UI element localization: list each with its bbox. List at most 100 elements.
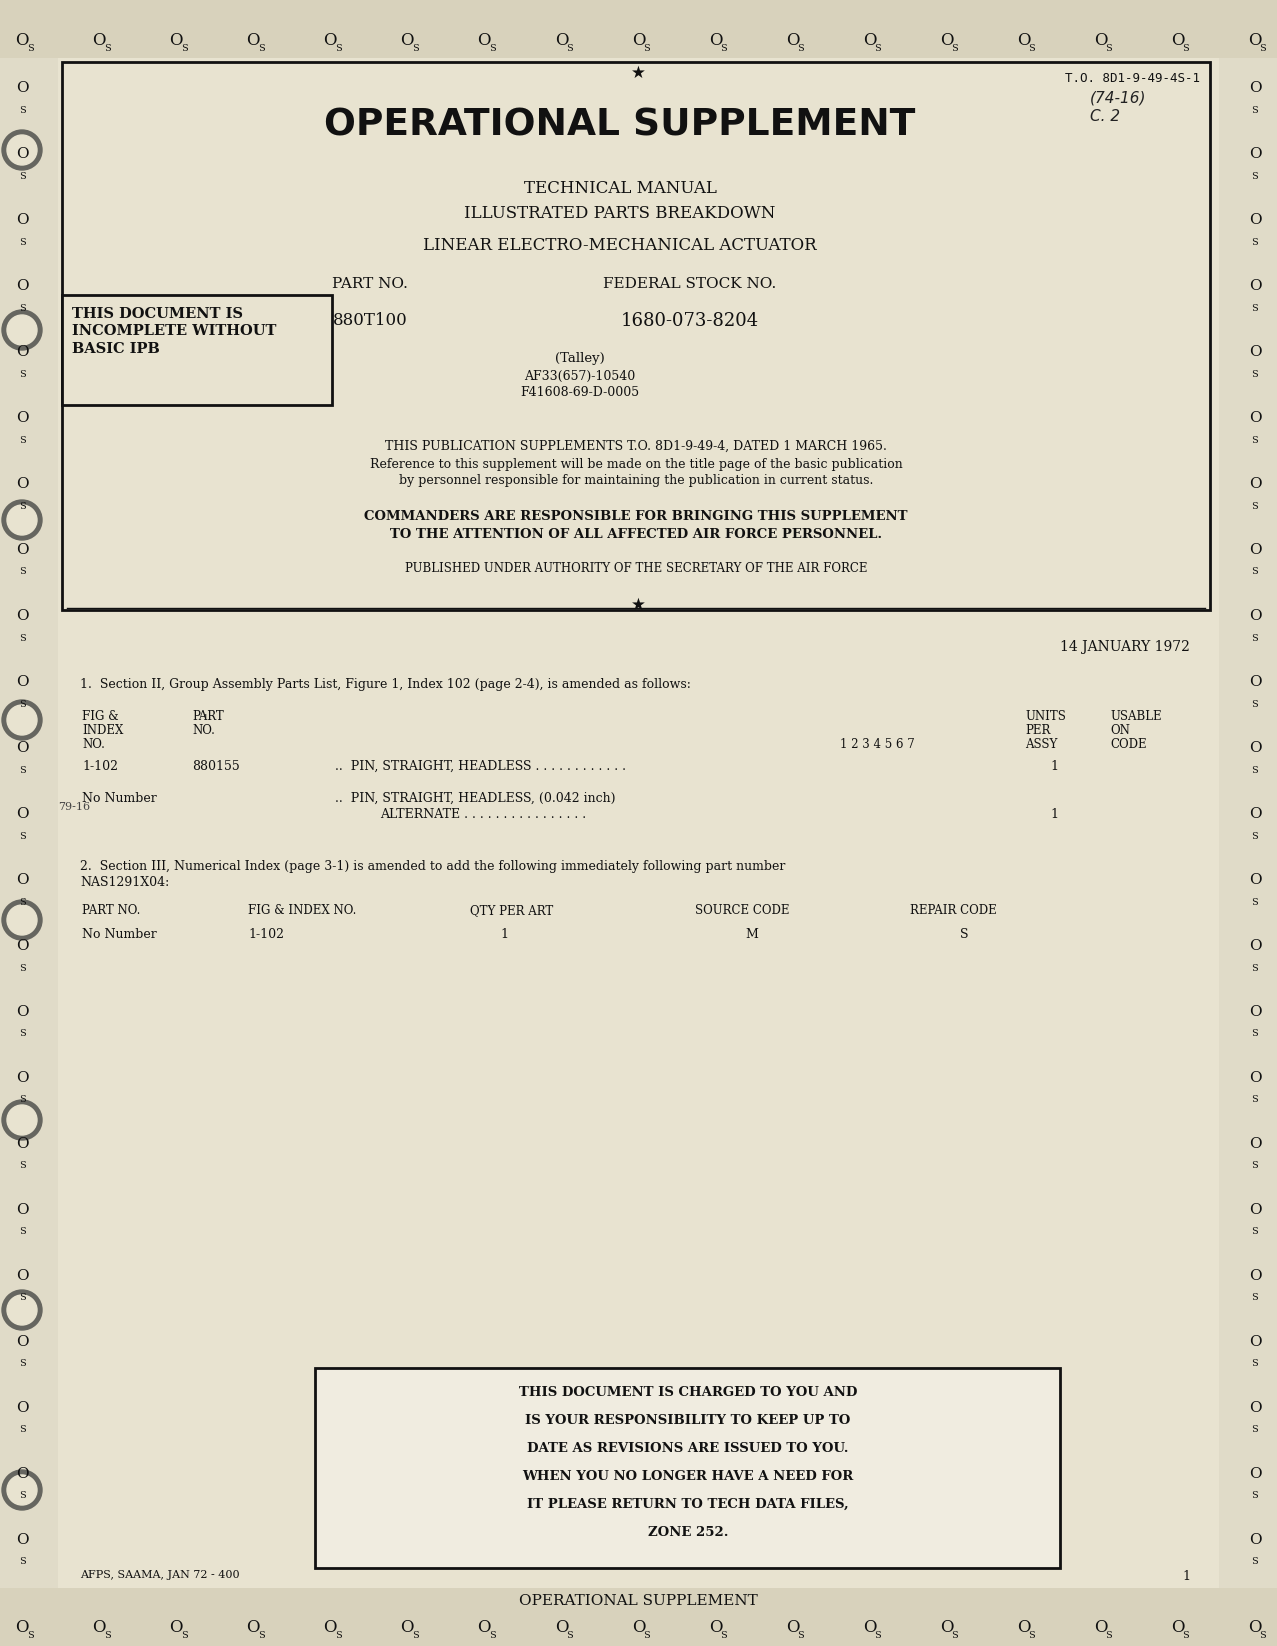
Text: S: S [19, 1491, 26, 1501]
Text: S: S [1251, 237, 1258, 247]
Text: S: S [1183, 43, 1189, 53]
Text: S: S [258, 43, 264, 53]
Text: O: O [15, 1467, 28, 1481]
Text: 880T100: 880T100 [332, 313, 407, 329]
Text: O: O [15, 1072, 28, 1085]
Text: S: S [1251, 1491, 1258, 1501]
Text: F41608-69-D-0005: F41608-69-D-0005 [521, 387, 640, 398]
Text: Reference to this supplement will be made on the title page of the basic publica: Reference to this supplement will be mad… [369, 458, 903, 471]
Text: TO THE ATTENTION OF ALL AFFECTED AIR FORCE PERSONNEL.: TO THE ATTENTION OF ALL AFFECTED AIR FOR… [389, 528, 882, 542]
Text: O: O [1249, 146, 1262, 161]
Text: COMMANDERS ARE RESPONSIBLE FOR BRINGING THIS SUPPLEMENT: COMMANDERS ARE RESPONSIBLE FOR BRINGING … [364, 510, 908, 523]
Text: S: S [27, 1631, 33, 1641]
Text: S: S [875, 1631, 881, 1641]
Text: IS YOUR RESPONSIBILITY TO KEEP UP TO: IS YOUR RESPONSIBILITY TO KEEP UP TO [525, 1414, 850, 1427]
Text: O: O [170, 31, 183, 48]
Text: O: O [15, 938, 28, 953]
Text: S: S [258, 1631, 264, 1641]
Text: O: O [1094, 1620, 1107, 1636]
Text: by personnel responsible for maintaining the publication in current status.: by personnel responsible for maintaining… [398, 474, 873, 487]
Text: DATE AS REVISIONS ARE ISSUED TO YOU.: DATE AS REVISIONS ARE ISSUED TO YOU. [527, 1442, 849, 1455]
Text: O: O [1094, 31, 1107, 48]
Text: PER: PER [1025, 724, 1051, 737]
Text: ALTERNATE . . . . . . . . . . . . . . . .: ALTERNATE . . . . . . . . . . . . . . . … [381, 808, 586, 821]
Text: O: O [15, 1335, 28, 1350]
Text: O: O [15, 212, 28, 227]
Text: (Talley): (Talley) [555, 352, 605, 365]
Circle shape [3, 700, 42, 741]
Text: S: S [1251, 369, 1258, 379]
Text: PART NO.: PART NO. [82, 904, 140, 917]
Text: S: S [644, 1631, 650, 1641]
Text: O: O [323, 31, 337, 48]
Text: O: O [709, 1620, 723, 1636]
Text: S: S [335, 1631, 342, 1641]
Text: O: O [1249, 675, 1262, 690]
Text: T.O. 8D1-9-49-4S-1: T.O. 8D1-9-49-4S-1 [1065, 72, 1200, 86]
Text: S: S [1251, 1162, 1258, 1170]
Text: S: S [1028, 43, 1036, 53]
Text: ..  PIN, STRAIGHT, HEADLESS, (0.042 inch): .. PIN, STRAIGHT, HEADLESS, (0.042 inch) [335, 792, 616, 805]
Text: NO.: NO. [82, 737, 105, 751]
Circle shape [3, 900, 42, 940]
Text: No Number: No Number [82, 792, 157, 805]
Circle shape [3, 1470, 42, 1509]
Text: O: O [863, 31, 876, 48]
Text: LINEAR ELECTRO-MECHANICAL ACTUATOR: LINEAR ELECTRO-MECHANICAL ACTUATOR [423, 237, 817, 253]
Text: O: O [1249, 1203, 1262, 1216]
Text: O: O [15, 1401, 28, 1416]
Text: ★: ★ [631, 64, 645, 82]
Text: S: S [19, 765, 26, 775]
Text: O: O [1249, 280, 1262, 293]
Text: 880155: 880155 [192, 760, 240, 774]
Text: S: S [1251, 105, 1258, 115]
Text: TECHNICAL MANUAL: TECHNICAL MANUAL [524, 179, 716, 198]
Text: O: O [1249, 412, 1262, 425]
Text: S: S [1251, 1557, 1258, 1567]
Text: O: O [785, 31, 799, 48]
Text: O: O [15, 675, 28, 690]
Text: S: S [19, 436, 26, 444]
Text: O: O [478, 31, 492, 48]
Text: O: O [1249, 1072, 1262, 1085]
Text: S: S [720, 1631, 727, 1641]
Text: PUBLISHED UNDER AUTHORITY OF THE SECRETARY OF THE AIR FORCE: PUBLISHED UNDER AUTHORITY OF THE SECRETA… [405, 561, 867, 574]
Text: S: S [27, 43, 33, 53]
Text: S: S [1251, 1360, 1258, 1368]
Circle shape [6, 1104, 37, 1136]
Bar [63, 295, 332, 405]
Text: O: O [15, 346, 28, 359]
Text: 1 2 3 4 5 6 7: 1 2 3 4 5 6 7 [840, 737, 914, 751]
Text: O: O [15, 146, 28, 161]
Circle shape [6, 905, 37, 935]
Text: O: O [1248, 31, 1262, 48]
Text: S: S [19, 1096, 26, 1104]
Circle shape [3, 1100, 42, 1141]
Text: S: S [1259, 1631, 1267, 1641]
Text: S: S [1251, 831, 1258, 841]
Text: 1: 1 [1183, 1570, 1190, 1583]
Text: O: O [15, 543, 28, 556]
Text: O: O [1249, 477, 1262, 491]
Text: O: O [940, 31, 954, 48]
Text: S: S [412, 1631, 419, 1641]
Text: O: O [709, 31, 723, 48]
Text: S: S [489, 43, 495, 53]
Text: S: S [1251, 1228, 1258, 1236]
Text: S: S [19, 1425, 26, 1435]
Text: S: S [19, 1557, 26, 1567]
Text: S: S [489, 1631, 495, 1641]
Text: S: S [566, 43, 573, 53]
Text: O: O [1249, 346, 1262, 359]
Text: 14 JANUARY 1972: 14 JANUARY 1972 [1060, 640, 1190, 653]
Text: 1-102: 1-102 [248, 928, 283, 942]
Text: S: S [1259, 43, 1267, 53]
Text: O: O [863, 1620, 876, 1636]
Circle shape [3, 130, 42, 170]
Text: O: O [1249, 212, 1262, 227]
Text: S: S [1251, 765, 1258, 775]
Text: S: S [566, 1631, 573, 1641]
Text: QTY PER ART: QTY PER ART [470, 904, 553, 917]
Text: O: O [401, 31, 414, 48]
Text: UNITS: UNITS [1025, 709, 1066, 723]
